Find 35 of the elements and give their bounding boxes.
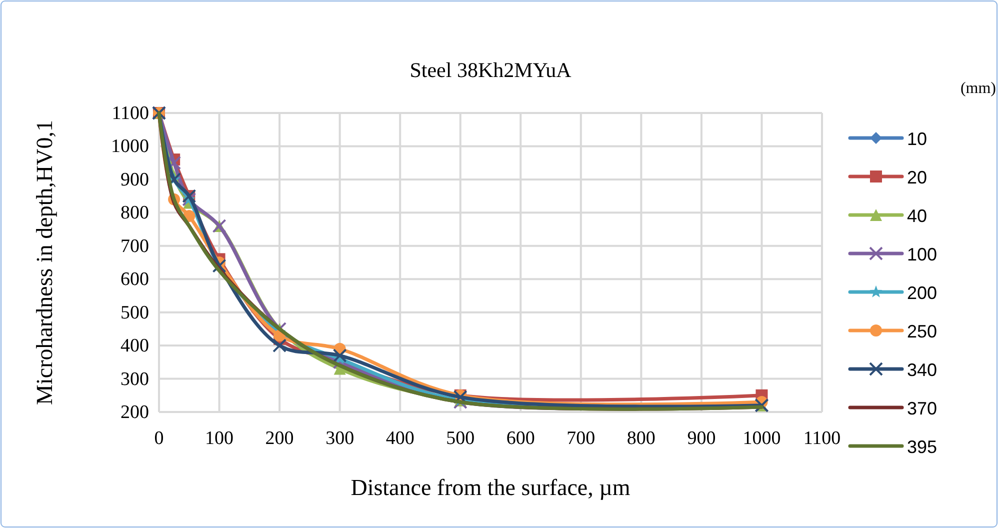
legend-title: (mm)	[960, 80, 996, 97]
legend-label: 10	[907, 129, 928, 149]
y-tick-label: 400	[120, 336, 149, 357]
x-tick-label: 900	[687, 428, 716, 449]
y-tick-label: 900	[120, 169, 149, 190]
x-axis-title: Distance from the surface, µm	[350, 475, 630, 500]
x-tick-label: 300	[326, 428, 354, 449]
legend-label: 200	[907, 283, 938, 303]
legend-label: 20	[907, 168, 928, 188]
y-tick-label: 200	[120, 402, 149, 423]
x-tick-label: 400	[386, 428, 414, 449]
legend-label: 40	[907, 206, 928, 226]
x-tick-label: 500	[446, 428, 475, 449]
x-tick-label: 800	[626, 428, 656, 449]
y-tick-label: 500	[120, 302, 149, 324]
x-tick-label: 0	[154, 428, 164, 449]
y-tick-label: 1100	[112, 103, 149, 124]
legend-label: 250	[907, 322, 938, 342]
y-tick-label: 800	[120, 202, 149, 224]
y-tick-label: 600	[120, 269, 149, 290]
x-tick-label: 100	[205, 428, 234, 449]
x-tick-label: 1000	[742, 428, 781, 449]
x-tick-label: 200	[265, 428, 294, 449]
legend-label: 370	[907, 398, 938, 418]
y-axis-title: Microhardness in depth,HV0,1	[32, 120, 57, 405]
y-tick-label: 1000	[111, 136, 149, 158]
legend-label: 340	[907, 360, 938, 380]
legend-label: 100	[907, 244, 938, 264]
x-tick-label: 600	[506, 428, 535, 449]
legend-label: 395	[907, 437, 938, 457]
y-tick-label: 300	[120, 368, 149, 390]
chart-title: Steel 38Kh2MYuA	[410, 58, 572, 82]
y-tick-label: 700	[120, 236, 149, 257]
x-tick-label: 700	[566, 428, 596, 449]
x-tick-label: 1100	[803, 428, 841, 449]
